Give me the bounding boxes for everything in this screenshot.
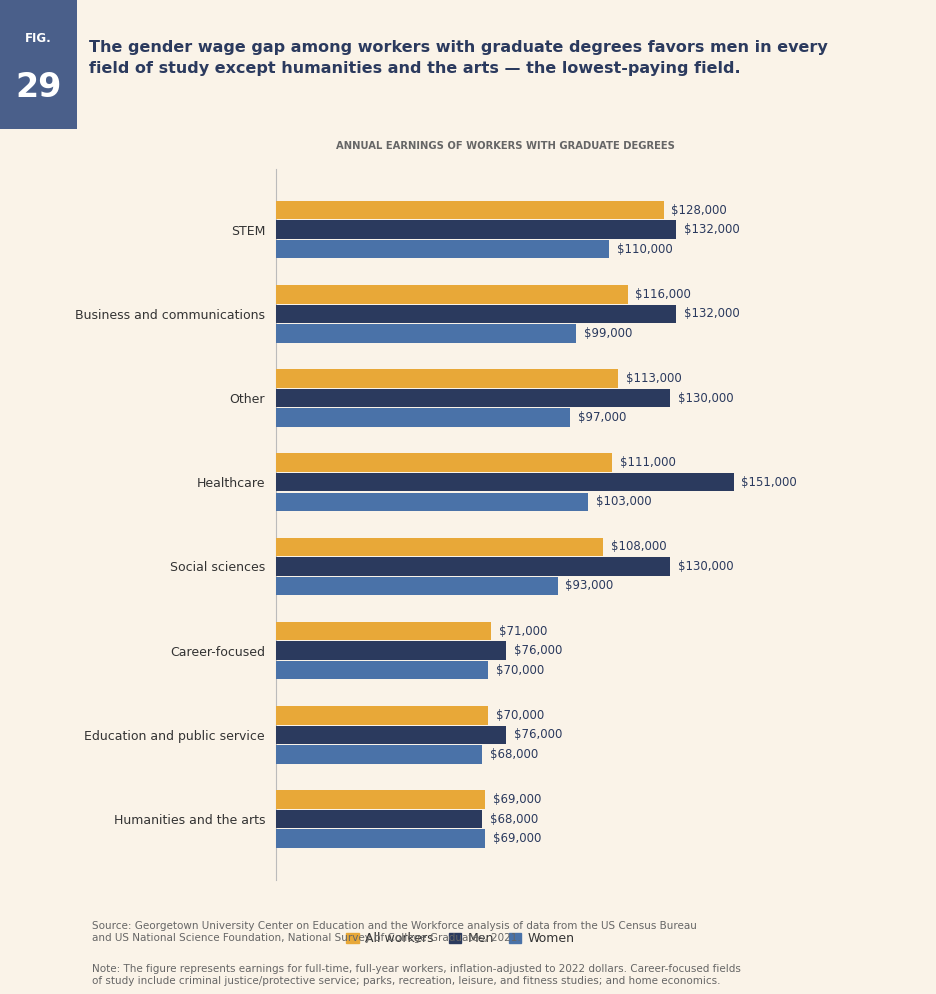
Text: $71,000: $71,000 [499,624,548,637]
Text: The gender wage gap among workers with graduate degrees favors men in every
fiel: The gender wage gap among workers with g… [89,40,827,77]
Bar [276,324,576,343]
Text: $110,000: $110,000 [617,243,673,255]
Text: $132,000: $132,000 [683,223,739,237]
Bar [276,453,612,472]
Text: $70,000: $70,000 [496,664,544,677]
Text: FIG.: FIG. [25,32,51,46]
Text: $99,000: $99,000 [584,327,632,340]
Text: $108,000: $108,000 [611,541,666,554]
Bar [276,369,619,388]
Bar [276,622,491,640]
Bar [276,810,482,828]
Bar [276,201,664,220]
Bar [276,492,588,511]
Text: $69,000: $69,000 [492,793,541,806]
Text: $76,000: $76,000 [514,644,563,657]
Text: $70,000: $70,000 [496,709,544,722]
Bar [276,829,485,848]
Text: $97,000: $97,000 [578,412,626,424]
Text: $68,000: $68,000 [490,812,538,826]
Text: $103,000: $103,000 [595,495,651,508]
Text: $151,000: $151,000 [741,476,797,489]
Text: $68,000: $68,000 [490,747,538,760]
Bar [276,240,609,258]
Text: $93,000: $93,000 [565,580,614,592]
Text: ANNUAL EARNINGS OF WORKERS WITH GRADUATE DEGREES: ANNUAL EARNINGS OF WORKERS WITH GRADUATE… [336,141,675,151]
Text: 29: 29 [15,72,62,104]
Bar [276,558,670,576]
Text: Note: The figure represents earnings for full-time, full-year workers, inflation: Note: The figure represents earnings for… [92,964,740,986]
Bar [276,577,558,595]
Text: $128,000: $128,000 [671,204,727,217]
Bar [276,304,676,323]
Bar [276,538,604,557]
Text: $132,000: $132,000 [683,307,739,320]
Bar [276,726,506,745]
Bar [276,746,482,763]
Text: $76,000: $76,000 [514,729,563,742]
Bar [276,706,489,725]
Text: $130,000: $130,000 [678,392,733,405]
Text: $116,000: $116,000 [636,288,691,301]
Bar [276,661,489,680]
Text: $111,000: $111,000 [620,456,676,469]
Bar [276,389,670,408]
Text: $130,000: $130,000 [678,560,733,573]
Bar [276,221,676,239]
Text: Source: Georgetown University Center on Education and the Workforce analysis of : Source: Georgetown University Center on … [92,921,696,943]
Text: $69,000: $69,000 [492,832,541,845]
Text: $113,000: $113,000 [626,372,681,385]
Bar [276,285,627,303]
Bar [276,641,506,660]
Bar [0,0,77,129]
Bar [276,473,734,491]
Legend: All workers, Men, Women: All workers, Men, Women [342,927,579,950]
Bar [276,790,485,809]
Bar [276,409,570,426]
